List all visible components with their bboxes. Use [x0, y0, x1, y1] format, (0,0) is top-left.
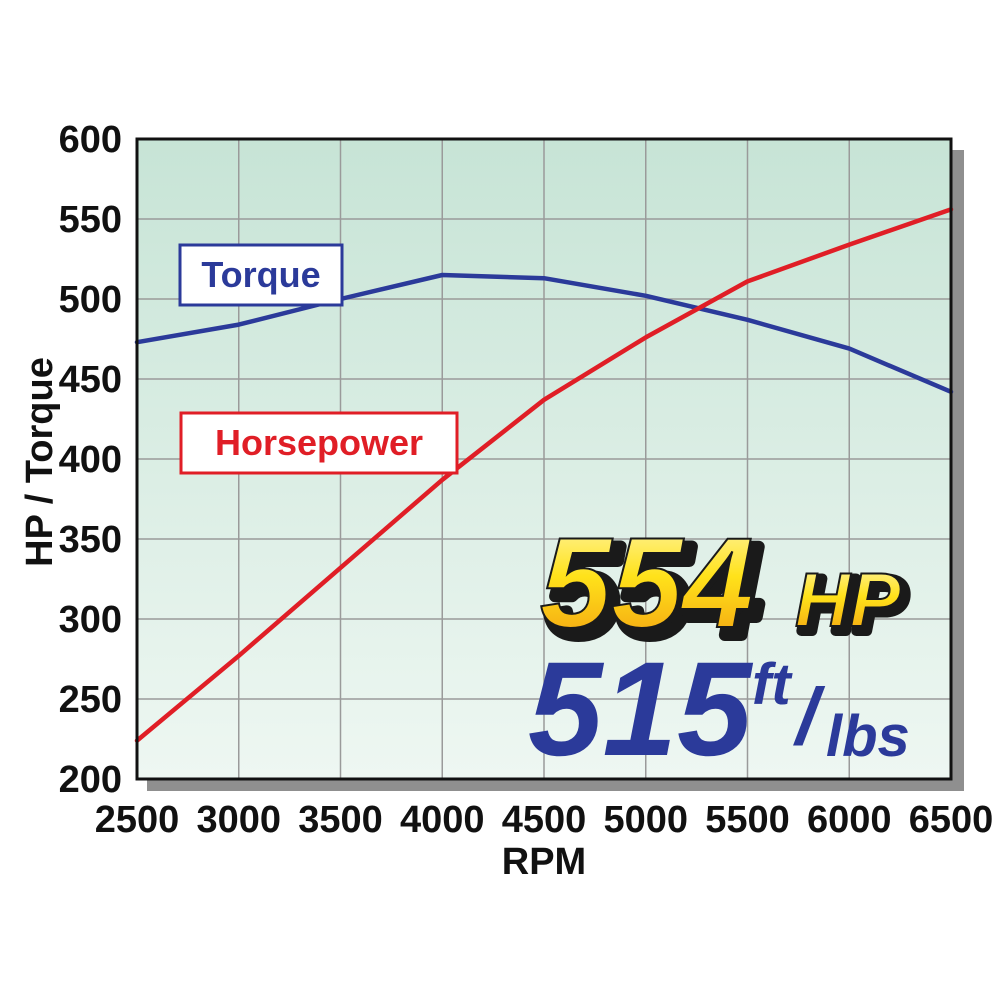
y-tick-label-7: 550: [59, 199, 122, 241]
x-tick-label-7: 6000: [807, 799, 892, 841]
legend-torque-label: Torque: [201, 254, 320, 295]
y-tick-label-4: 400: [59, 439, 122, 481]
y-tick-label-0: 200: [59, 759, 122, 801]
legend-horsepower-label: Horsepower: [215, 422, 423, 463]
x-tick-label-2: 3500: [298, 799, 383, 841]
x-tick-label-5: 5000: [603, 799, 688, 841]
y-tick-labels: 200 250 300 350 400 450 500 550 600: [59, 119, 122, 801]
x-tick-label-1: 3000: [196, 799, 281, 841]
y-tick-label-2: 300: [59, 599, 122, 641]
x-axis-title: RPM: [502, 841, 586, 883]
y-tick-label-3: 350: [59, 519, 122, 561]
y-tick-label-8: 600: [59, 119, 122, 161]
y-axis-title: HP / Torque: [19, 357, 61, 567]
torque-unit-lbs: lbs: [826, 704, 910, 769]
legend-torque: Torque: [178, 243, 344, 307]
x-tick-label-0: 2500: [95, 799, 180, 841]
headline-hp: 554 554 HP HP: [539, 511, 911, 669]
x-tick-label-4: 4500: [502, 799, 587, 841]
hp-value: 554: [540, 512, 754, 655]
gridlines: [136, 138, 952, 780]
x-tick-label-8: 6500: [909, 799, 994, 841]
hp-value-shadow: 554: [548, 520, 762, 663]
y-tick-label-5: 450: [59, 359, 122, 401]
x-tick-label-3: 4000: [400, 799, 485, 841]
torque-unit-ft: ft: [752, 652, 793, 717]
legend-horsepower-box: [179, 411, 459, 475]
hp-unit: HP: [795, 558, 901, 643]
headline-torque: 515 ft / lbs: [528, 635, 910, 784]
torque-value: 515: [528, 635, 754, 784]
x-tick-label-6: 5500: [705, 799, 790, 841]
plot-border: [135, 137, 953, 781]
y-tick-label-6: 500: [59, 279, 122, 321]
hp-unit-shadow: HP: [800, 563, 906, 648]
y-tick-label-1: 250: [59, 679, 122, 721]
legend-horsepower: Horsepower: [179, 411, 459, 475]
legend-torque-box: [178, 243, 344, 307]
x-tick-labels: 2500 3000 3500 4000 4500 5000 5500 6000 6500: [95, 799, 994, 841]
